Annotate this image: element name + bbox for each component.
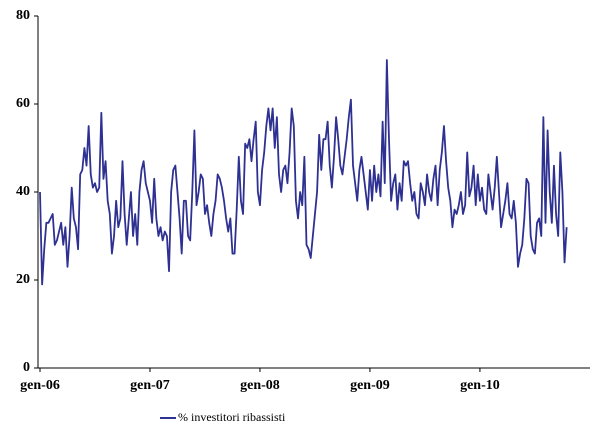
x-tick-label: gen-07 bbox=[130, 378, 170, 393]
y-tick-label: 0 bbox=[23, 360, 30, 375]
y-tick-label: 40 bbox=[16, 184, 30, 199]
y-tick-label: 20 bbox=[16, 272, 30, 287]
x-tick-label: gen-10 bbox=[460, 378, 500, 393]
data-line bbox=[39, 59, 568, 286]
y-tick-label: 60 bbox=[16, 96, 30, 111]
y-tick-label: 80 bbox=[16, 8, 30, 23]
x-tick-label: gen-06 bbox=[20, 378, 60, 393]
x-tick-label: gen-08 bbox=[240, 378, 280, 393]
x-tick-label: gen-09 bbox=[350, 378, 390, 393]
legend-label: % investitori ribassisti bbox=[178, 410, 286, 424]
